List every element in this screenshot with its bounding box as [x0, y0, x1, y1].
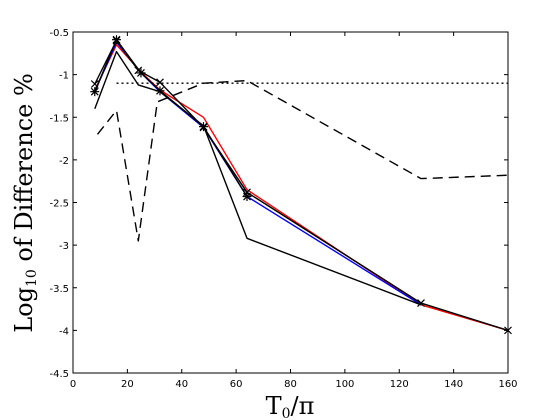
series-3-marker [417, 299, 425, 308]
x-tick-label: 120 [390, 379, 409, 390]
y-tick-label: -1 [59, 71, 69, 82]
y-tick-label: -4.5 [49, 369, 69, 380]
y-axis-label-base: Log [10, 287, 38, 333]
series-line-1 [94, 44, 509, 332]
y-axis-label-rest: of Difference % [10, 73, 38, 269]
x-tick-label: 100 [335, 379, 354, 390]
y-tick-label: -1.5 [49, 113, 69, 124]
x-axis-label-base: T [266, 392, 282, 420]
series-line-6 [96, 79, 509, 242]
x-tick-label: 40 [175, 379, 188, 390]
x-tick-label: 20 [121, 379, 134, 390]
y-axis-label-sub: 10 [24, 269, 40, 287]
series-3-marker [90, 80, 99, 88]
x-tick-label: 160 [498, 379, 517, 390]
x-axis-label-rest: /π [291, 392, 315, 420]
y-tick-label: -2.5 [49, 199, 69, 210]
series-4-marker [112, 35, 121, 45]
y-tick-label: -2 [59, 156, 69, 167]
series-line-4 [94, 39, 248, 197]
x-tick-label: 60 [230, 379, 243, 390]
plot-background [73, 32, 508, 373]
x-axis-label-sub: 0 [282, 406, 291, 420]
y-tick-label: -4 [59, 326, 69, 337]
series-4-marker [199, 122, 208, 132]
x-axis-label: T0/π [266, 392, 315, 420]
y-tick-label: -3.5 [49, 284, 69, 295]
tick-layer: 0 20 40 60 80 100 120 140 160 -0.5 -1 -1.5 -2 -2.5 -3 -… [49, 28, 517, 390]
x-tick-label: 80 [284, 379, 297, 390]
y-axis-label: Log10 of Difference % [10, 73, 40, 333]
series-3-marker [156, 78, 164, 87]
y-tick-label: -3 [59, 241, 69, 252]
series-4-marker [90, 87, 100, 97]
series-4-marker [242, 192, 252, 202]
series-4-marker [136, 68, 146, 78]
x-tick-label: 0 [70, 379, 76, 390]
x-tick-label: 140 [444, 379, 463, 390]
series-4-marker [155, 86, 165, 96]
y-tick-label: -0.5 [49, 28, 69, 39]
